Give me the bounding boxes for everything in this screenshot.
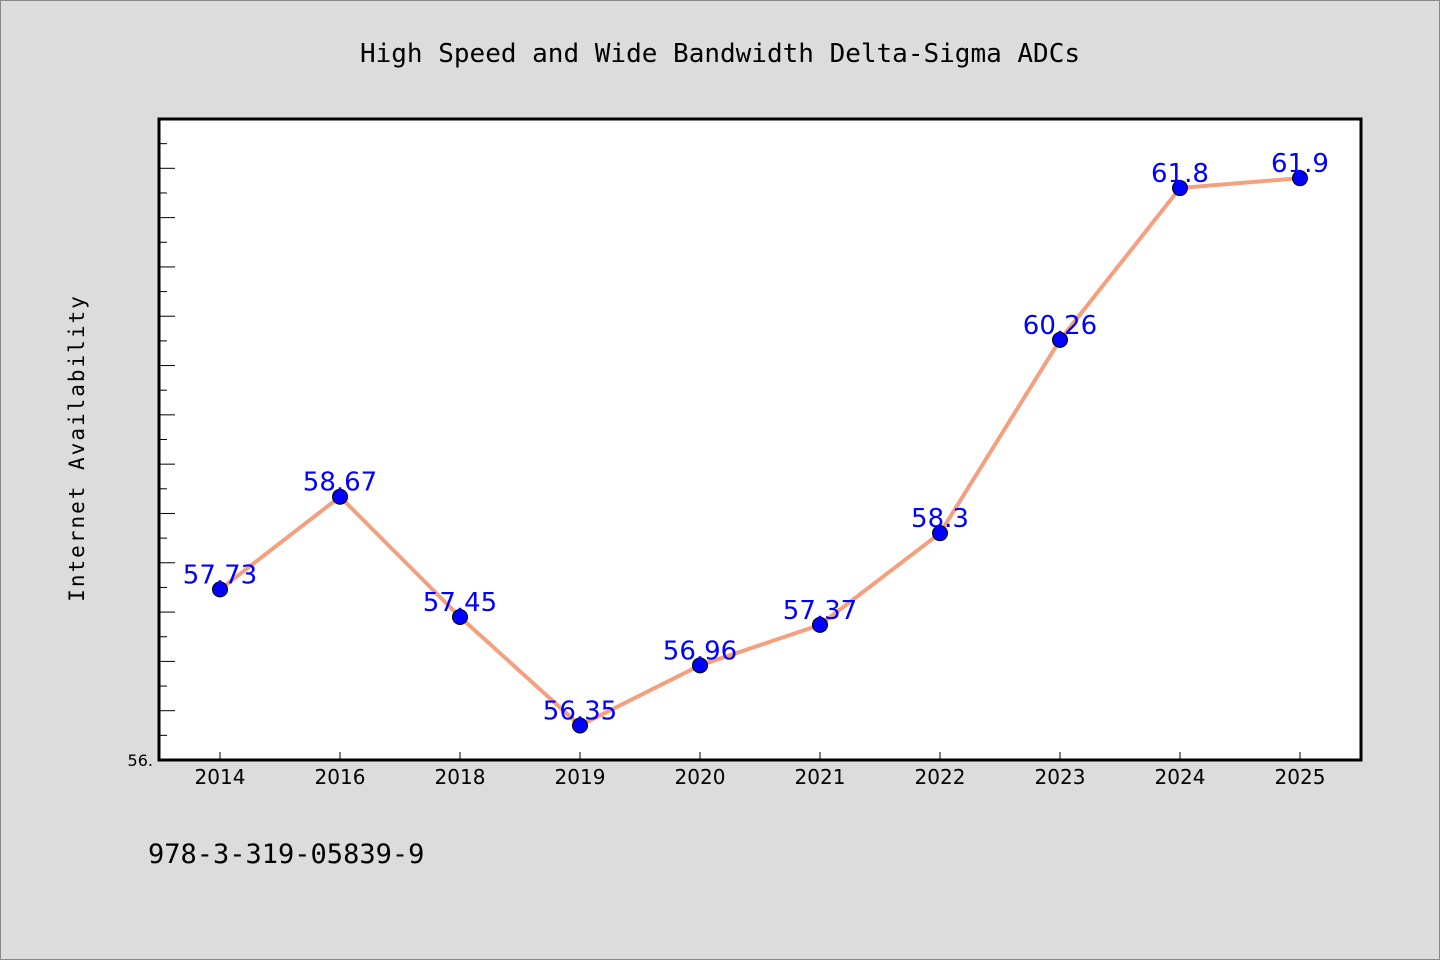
x-axis: 2014 2016 2018 2019 2020 2021 2022 2023 2024 2025 xyxy=(195,752,1326,789)
data-point xyxy=(452,609,468,626)
data-point xyxy=(332,488,348,505)
data-point xyxy=(212,581,228,598)
series-layer: 57.73 58.67 57.45 56.35 56.96 57.37 58.3 60.26 6… xyxy=(183,149,1329,734)
x-tick-label: 2022 xyxy=(915,765,966,789)
data-label: 58.3 xyxy=(911,504,969,534)
data-point xyxy=(812,616,828,633)
x-tick-label: 2020 xyxy=(675,765,726,789)
data-label: 57.45 xyxy=(423,588,497,618)
x-tick-label: 2024 xyxy=(1155,765,1206,789)
data-point xyxy=(1172,180,1188,197)
data-point xyxy=(692,657,708,674)
x-tick-label: 2018 xyxy=(435,765,486,789)
data-label: 56.96 xyxy=(663,636,737,666)
data-label: 58.67 xyxy=(303,468,377,498)
x-tick-label: 2016 xyxy=(315,765,366,789)
x-tick-label: 2021 xyxy=(795,765,846,789)
x-tick-label: 2019 xyxy=(555,765,606,789)
x-tick-label: 2023 xyxy=(1035,765,1086,789)
y-axis-label: Internet Availability xyxy=(65,294,89,602)
isbn-text: 978-3-319-05839-9 xyxy=(148,839,424,870)
data-point xyxy=(1292,170,1308,187)
data-point xyxy=(1052,331,1068,348)
data-point xyxy=(572,717,588,734)
data-label: 61.8 xyxy=(1151,159,1209,189)
plot-area xyxy=(157,117,1363,762)
x-tick-label: 2014 xyxy=(195,765,246,789)
data-label: 57.73 xyxy=(183,560,257,590)
series-line xyxy=(218,176,1301,728)
y-tick-label: 56. xyxy=(128,751,153,770)
data-label: 57.37 xyxy=(783,596,857,626)
data-label: 56.35 xyxy=(543,696,617,726)
x-tick-label: 2025 xyxy=(1275,765,1326,789)
y-axis-ticks xyxy=(159,118,175,761)
chart-title: High Speed and Wide Bandwidth Delta-Sigm… xyxy=(360,39,1080,69)
data-label: 60.26 xyxy=(1023,311,1097,341)
data-point xyxy=(932,525,948,542)
data-label: 61.9 xyxy=(1271,149,1329,179)
